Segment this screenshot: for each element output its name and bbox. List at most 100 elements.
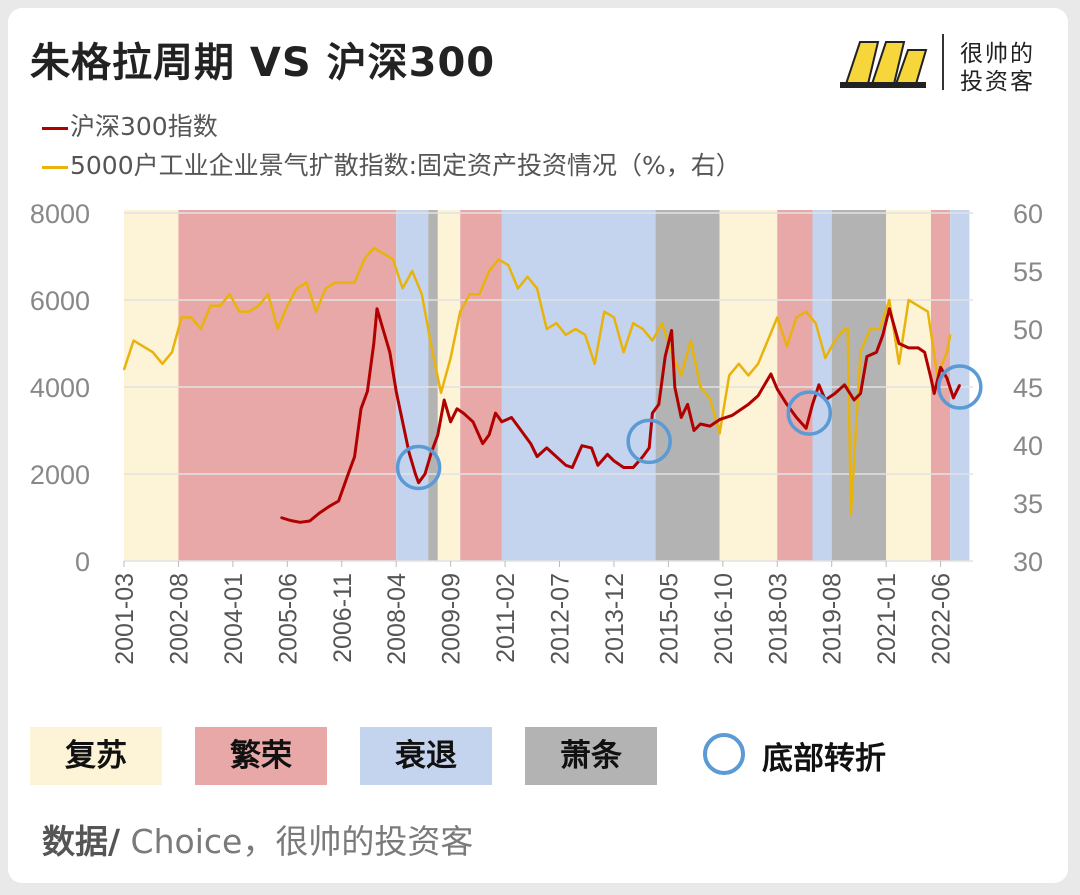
data-point [408, 451, 410, 454]
legend-swatch-invest [42, 165, 68, 169]
phase-band-4 [437, 210, 461, 561]
data-point [488, 434, 490, 436]
data-point [946, 377, 948, 380]
data-point [834, 392, 836, 395]
data-point [565, 464, 567, 467]
data-point [930, 377, 932, 380]
data-point [882, 334, 884, 336]
phase-band-2 [396, 210, 429, 561]
data-point [395, 390, 397, 393]
y-right-tick-2: 40 [1013, 431, 1043, 461]
legend-label-hs300: 沪深300指数 [70, 112, 218, 141]
data-point [738, 363, 740, 365]
x-tick-15: 2022-06 [928, 573, 956, 665]
bottom-turn-circle-1 [626, 418, 672, 465]
data-point [219, 305, 221, 307]
data-point [907, 347, 910, 349]
data-point [878, 328, 881, 330]
data-point [699, 386, 702, 388]
y-right-tick-5: 55 [1013, 257, 1043, 287]
data-point [363, 258, 365, 261]
data-point [651, 339, 654, 342]
y-right-tick-4: 50 [1013, 315, 1043, 345]
data-point [728, 374, 731, 377]
x-tick-4: 2006-11 [329, 573, 357, 663]
data-point [805, 310, 807, 313]
data-point [248, 310, 250, 313]
brand-divider [942, 34, 944, 90]
data-point [529, 442, 532, 445]
data-point [565, 334, 567, 336]
data-point [507, 264, 510, 267]
data-point [709, 397, 711, 400]
data-point [606, 453, 609, 456]
data-point [786, 403, 788, 406]
data-point [834, 339, 836, 342]
data-point [843, 328, 846, 330]
data-point [853, 399, 855, 401]
data-point [200, 328, 202, 330]
phase-band-6 [501, 210, 656, 561]
data-point [497, 258, 500, 261]
x-tick-8: 2012-07 [547, 573, 575, 665]
data-point [299, 521, 301, 524]
data-point [360, 407, 362, 410]
data-point [939, 366, 942, 369]
data-point [545, 328, 548, 330]
y-right-tick-1: 35 [1013, 489, 1043, 519]
bottom-turn-legend-label: 底部转折 [762, 741, 886, 777]
data-point [289, 519, 292, 522]
bottom-turn-legend-circle [703, 733, 745, 775]
data-point [776, 388, 779, 390]
data-point [459, 310, 462, 313]
shuai-logo-icon [840, 41, 928, 88]
phase-legend-3: 萧条 [525, 727, 657, 785]
data-point [641, 455, 644, 458]
data-point [180, 316, 183, 319]
x-tick-13: 2019-08 [819, 573, 847, 665]
data-point [437, 434, 439, 436]
data-point [690, 339, 692, 342]
data-point [305, 281, 308, 284]
data-point [933, 392, 935, 395]
y-right-tick-6: 60 [1013, 199, 1043, 229]
data-point [555, 455, 558, 458]
data-point [859, 392, 862, 395]
data-point [132, 339, 135, 342]
phase-legend-0: 复苏 [30, 727, 162, 785]
data-point [488, 270, 490, 272]
data-point [501, 421, 503, 423]
data-point [536, 455, 538, 458]
data-point [811, 403, 814, 406]
data-point [869, 328, 871, 330]
data-point [657, 403, 660, 406]
bottom-turn-circle-0 [395, 444, 442, 491]
data-point [401, 287, 404, 290]
data-point [718, 432, 721, 435]
data-point [161, 363, 164, 365]
data-point [766, 339, 769, 342]
data-point [337, 500, 340, 502]
data-point [443, 399, 446, 401]
data-point [318, 512, 321, 514]
data-point [328, 505, 330, 508]
data-point [795, 316, 798, 319]
x-tick-1: 2002-08 [165, 573, 193, 665]
phase-band-9 [777, 210, 813, 561]
data-point [372, 247, 375, 249]
bottom-turn-circle-3 [937, 364, 983, 410]
data-point [228, 293, 231, 296]
data-point [622, 351, 625, 354]
data-point [866, 355, 868, 358]
x-tick-7: 2011-02 [492, 573, 520, 663]
data-source: 数据/ Choice，很帅的投资客 [42, 815, 473, 863]
data-point [347, 473, 349, 475]
data-point [481, 442, 484, 445]
data-point [372, 342, 375, 345]
source-text: Choice，很帅的投资客 [120, 822, 474, 861]
data-point [622, 466, 625, 469]
data-point [478, 293, 481, 296]
data-point [952, 397, 955, 399]
data-point [770, 373, 772, 375]
data-point [315, 310, 317, 313]
